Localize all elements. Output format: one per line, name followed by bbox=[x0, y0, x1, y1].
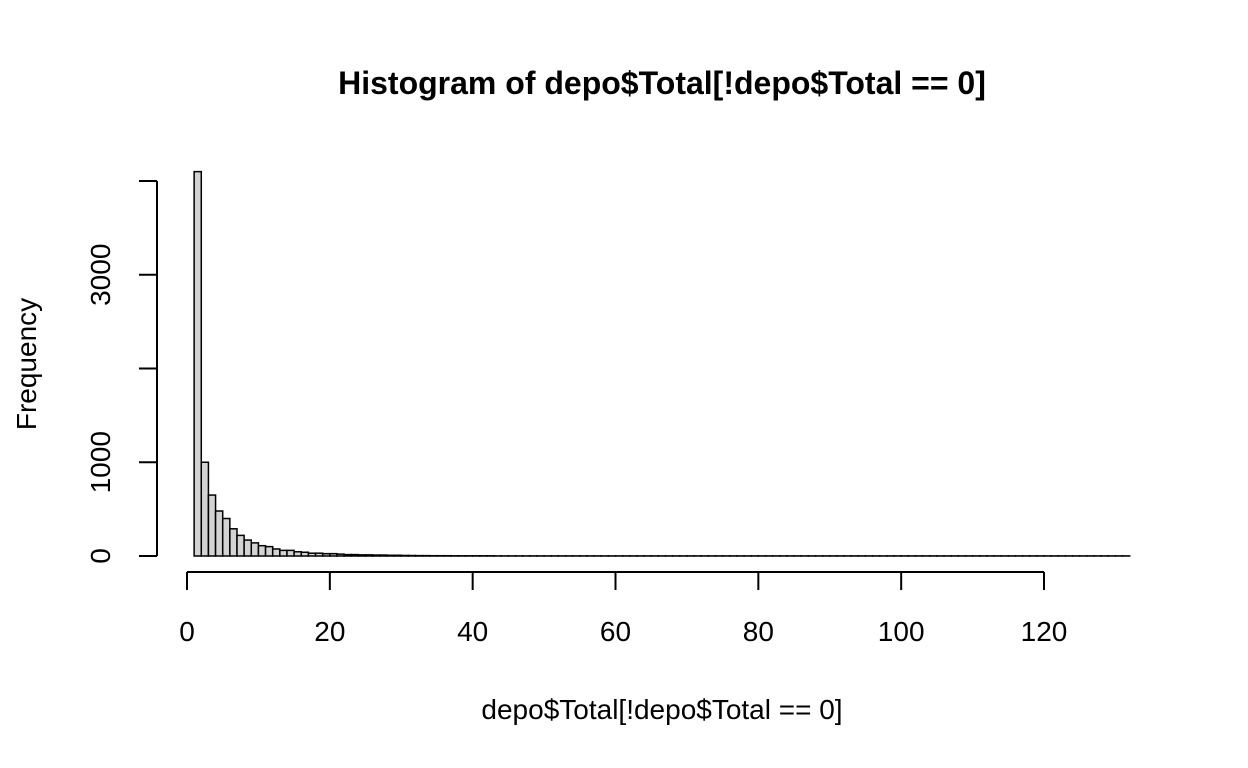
y-axis: 0 1000 3000 bbox=[85, 180, 158, 564]
histogram-bar bbox=[329, 552, 338, 557]
histogram-bar bbox=[236, 534, 245, 557]
histogram-bar bbox=[279, 549, 288, 557]
histogram-bar bbox=[286, 549, 295, 557]
histogram-bar bbox=[193, 170, 203, 557]
histogram-bar bbox=[229, 528, 238, 557]
y-axis-label: Frequency bbox=[11, 298, 42, 430]
histogram-bar bbox=[343, 553, 353, 557]
histogram-bar bbox=[264, 545, 274, 557]
histogram-bar bbox=[214, 510, 224, 557]
x-axis: 0 20 40 60 80 100 120 bbox=[179, 571, 1068, 647]
x-axis-label: depo$Total[!depo$Total == 0] bbox=[481, 694, 842, 725]
histogram-bar bbox=[207, 494, 217, 557]
histogram-bar bbox=[400, 554, 410, 557]
histogram-bar bbox=[321, 552, 331, 557]
histogram-bar bbox=[386, 554, 395, 557]
histogram-bar bbox=[357, 554, 367, 557]
histogram-bar bbox=[300, 551, 310, 557]
y-tick-label: 0 bbox=[85, 548, 116, 564]
histogram-bar bbox=[221, 517, 231, 557]
histogram-bar bbox=[307, 552, 317, 557]
x-tick-label: 100 bbox=[878, 616, 925, 647]
histogram-bar bbox=[364, 554, 374, 557]
x-tick-label: 0 bbox=[179, 616, 195, 647]
y-tick-label: 1000 bbox=[85, 431, 116, 493]
x-tick-label: 120 bbox=[1021, 616, 1068, 647]
histogram-bar bbox=[293, 551, 303, 557]
histogram-bar bbox=[200, 461, 210, 557]
x-tick-label: 60 bbox=[600, 616, 631, 647]
x-tick-label: 20 bbox=[314, 616, 345, 647]
y-tick-label: 3000 bbox=[85, 244, 116, 306]
histogram-bar bbox=[271, 548, 281, 557]
x-tick-label: 40 bbox=[457, 616, 488, 647]
histogram-bar bbox=[257, 544, 267, 557]
histogram-bars bbox=[193, 170, 1131, 557]
histogram-bar bbox=[393, 554, 402, 557]
histogram-bar bbox=[350, 553, 360, 557]
histogram-bar bbox=[314, 552, 324, 557]
histogram-bar bbox=[379, 554, 388, 557]
histogram-bar bbox=[336, 553, 345, 557]
histogram-bar bbox=[250, 542, 260, 557]
chart-title: Histogram of depo$Total[!depo$Total == 0… bbox=[338, 65, 986, 101]
x-tick-label: 80 bbox=[743, 616, 774, 647]
histogram-bar bbox=[243, 539, 253, 557]
histogram-bar bbox=[371, 554, 381, 557]
